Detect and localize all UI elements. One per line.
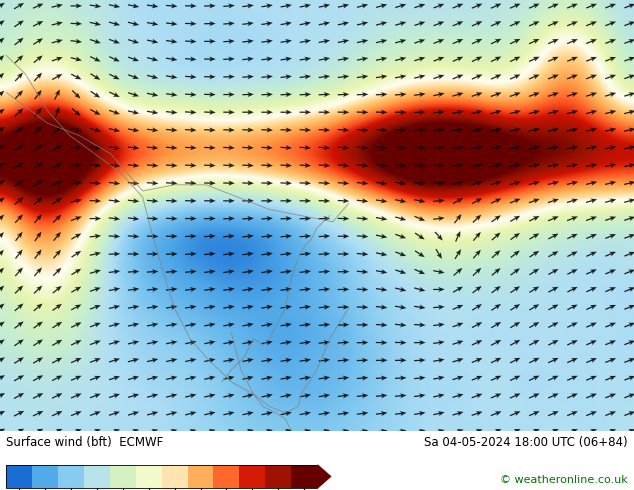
Text: Sa 04-05-2024 18:00 UTC (06+84): Sa 04-05-2024 18:00 UTC (06+84) [424, 436, 628, 449]
Bar [188, 466, 214, 488]
Text: Surface wind (bft)  ECMWF: Surface wind (bft) ECMWF [6, 436, 164, 449]
Bar [214, 466, 239, 488]
Bar [240, 466, 265, 488]
Bar [6, 466, 32, 488]
Bar [162, 466, 188, 488]
Text: © weatheronline.co.uk: © weatheronline.co.uk [500, 475, 628, 485]
Bar [110, 466, 136, 488]
Bar [84, 466, 110, 488]
Bar [58, 466, 84, 488]
Bar [265, 466, 291, 488]
FancyArrow shape [318, 464, 332, 489]
Bar [6, 466, 317, 488]
Bar [32, 466, 58, 488]
Bar [291, 466, 317, 488]
Bar [136, 466, 162, 488]
